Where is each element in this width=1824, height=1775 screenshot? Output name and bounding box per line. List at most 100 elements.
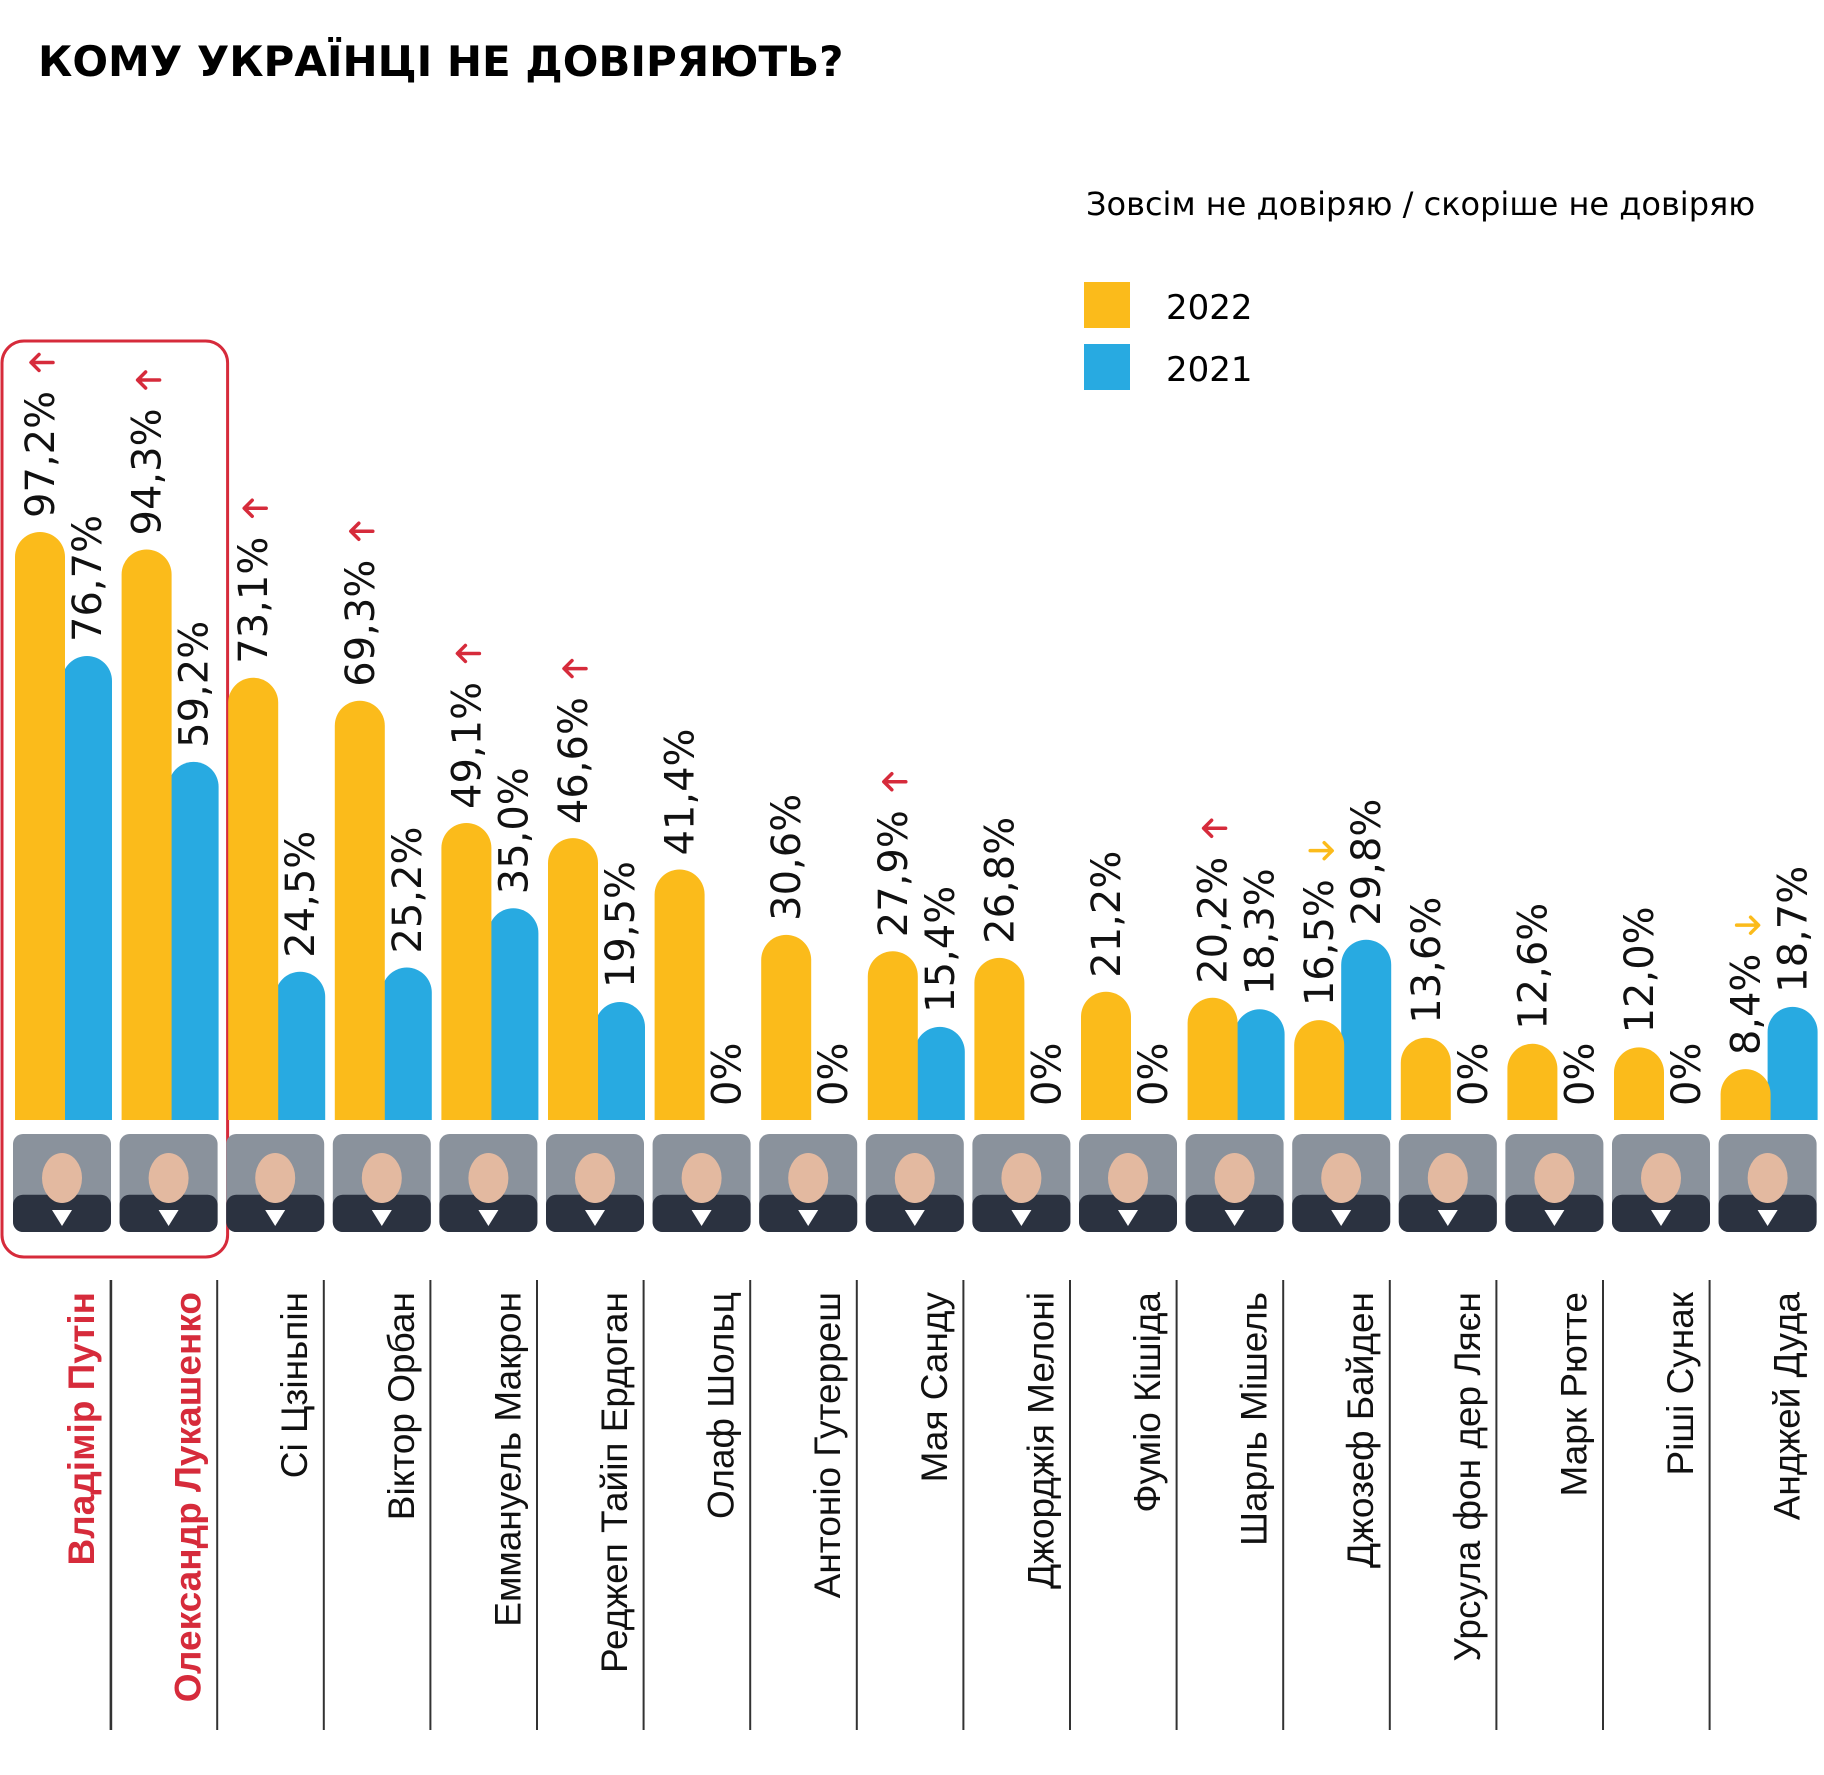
- value-label-2022: 8,4%: [1724, 954, 1770, 1056]
- kishida-portrait: [1079, 1134, 1177, 1232]
- value-label-2021: 0%: [1557, 1043, 1603, 1106]
- value-label-2022: 30,6%: [764, 794, 810, 921]
- bar-2022: [1720, 1069, 1771, 1120]
- bar-2022: [1081, 991, 1131, 1120]
- value-label-2021: 0%: [1131, 1043, 1177, 1106]
- bar-2021: [62, 655, 112, 1120]
- bar-2022: [548, 838, 598, 1120]
- trend-up-arrow-icon: [135, 370, 162, 390]
- trend-up-arrow-icon: [29, 352, 55, 373]
- scholz-portrait: [652, 1134, 751, 1232]
- bar-2021: [168, 761, 219, 1120]
- von-der-leyen-portrait: [1398, 1134, 1497, 1232]
- category-label: Джорджія Мелоні: [1020, 1292, 1061, 1589]
- value-label-2021: 0%: [1024, 1043, 1070, 1106]
- legend-swatch-2022: [1084, 282, 1130, 328]
- value-label-2021: 35,0%: [491, 767, 537, 894]
- category-label: Джозеф Байден: [1340, 1292, 1381, 1568]
- category-label: Владімір Путін: [61, 1292, 102, 1565]
- sandu-portrait: [865, 1134, 964, 1232]
- trend-right-arrow-icon: [1734, 915, 1761, 935]
- value-label-2021: 76,7%: [65, 515, 111, 642]
- value-label-2022: 16,5%: [1297, 879, 1343, 1006]
- category-label: Реджеп Тайіп Ердоган: [594, 1292, 635, 1673]
- value-label-2021: 0%: [811, 1043, 857, 1106]
- legend-title: Зовсім не довіряю / скоріше не довіряю: [1086, 185, 1755, 223]
- meloni-portrait: [972, 1134, 1071, 1232]
- value-label-2021: 18,7%: [1771, 866, 1817, 993]
- category-label: Віктор Орбан: [381, 1292, 422, 1520]
- category-label: Олаф Шольц: [701, 1292, 742, 1519]
- value-label-2022: 12,0%: [1617, 906, 1663, 1033]
- trend-up-arrow-icon: [242, 498, 268, 518]
- bar-2021: [381, 967, 432, 1120]
- bar-2022: [1294, 1020, 1345, 1120]
- bar-2022: [974, 957, 1025, 1120]
- bar-2022: [228, 677, 279, 1120]
- trend-up-arrow-icon: [562, 658, 588, 679]
- trend-up-arrow-icon: [882, 771, 908, 792]
- value-label-2021: 0%: [1664, 1043, 1710, 1106]
- bar-2021: [1767, 1006, 1818, 1120]
- bar-2022: [1614, 1047, 1664, 1120]
- michel-portrait: [1185, 1134, 1284, 1232]
- trend-up-arrow-icon: [455, 643, 482, 664]
- sunak-portrait: [1612, 1134, 1710, 1232]
- category-label: Мая Санду: [914, 1292, 955, 1483]
- category-label: Марк Рютте: [1553, 1292, 1594, 1497]
- bar-2021: [914, 1026, 965, 1120]
- value-label-2022: 97,2%: [18, 391, 64, 518]
- bar-2021: [1234, 1009, 1285, 1120]
- value-label-2022: 13,6%: [1404, 897, 1450, 1024]
- category-label: Шарль Мішель: [1234, 1292, 1275, 1546]
- bar-2021: [1341, 939, 1392, 1120]
- value-label-2021: 19,5%: [598, 861, 644, 988]
- bar-2021: [275, 971, 326, 1120]
- bar-2022: [441, 822, 492, 1120]
- xi-portrait: [226, 1134, 325, 1232]
- category-label: Антоніо Гутерреш: [807, 1292, 848, 1598]
- bar-2021: [595, 1002, 645, 1120]
- category-label: Анджей Дуда: [1767, 1292, 1808, 1521]
- trend-right-arrow-icon: [1308, 840, 1334, 861]
- value-label-2022: 94,3%: [125, 408, 171, 535]
- legend-label-2022: 2022: [1166, 288, 1253, 328]
- bar-2022: [334, 700, 385, 1120]
- value-label-2021: 25,2%: [385, 826, 431, 953]
- highlight-frame: [0, 339, 230, 1259]
- bar-2022: [15, 531, 65, 1120]
- value-label-2022: 26,8%: [977, 817, 1023, 944]
- putin-portrait: [13, 1134, 111, 1232]
- bar-2022: [1507, 1043, 1558, 1120]
- category-label: Ріші Сунак: [1660, 1291, 1701, 1475]
- lukashenko-portrait: [119, 1134, 218, 1232]
- value-label-2021: 59,2%: [172, 621, 218, 748]
- bar-2022: [1400, 1037, 1451, 1120]
- value-label-2022: 20,2%: [1191, 857, 1237, 984]
- legend-swatch-2021: [1084, 344, 1130, 390]
- trend-up-arrow-icon: [349, 521, 375, 541]
- chart-title: КОМУ УКРАЇНЦІ НЕ ДОВІРЯЮТЬ?: [38, 36, 844, 86]
- value-label-2022: 27,9%: [871, 810, 917, 937]
- value-label-2021: 0%: [705, 1043, 751, 1106]
- trend-up-arrow-icon: [1201, 818, 1228, 839]
- bar-2022: [761, 934, 812, 1120]
- category-label: Еммануель Макрон: [487, 1292, 528, 1627]
- bar-2022: [654, 869, 705, 1120]
- macron-portrait: [439, 1134, 538, 1232]
- erdogan-portrait: [546, 1134, 644, 1232]
- value-label-2021: 18,3%: [1238, 868, 1284, 995]
- category-label: Олександр Лукашенко: [168, 1292, 209, 1702]
- value-label-2022: 46,6%: [551, 697, 597, 824]
- bar-2022: [867, 951, 918, 1120]
- value-label-2021: 29,8%: [1344, 799, 1390, 926]
- value-label-2022: 49,1%: [444, 682, 490, 809]
- value-label-2022: 21,2%: [1084, 851, 1130, 978]
- biden-portrait: [1292, 1134, 1391, 1232]
- category-label: Сі Цзіньпін: [274, 1292, 315, 1478]
- rutte-portrait: [1505, 1134, 1604, 1232]
- orban-portrait: [332, 1134, 431, 1232]
- duda-portrait: [1718, 1134, 1817, 1232]
- value-label-2022: 69,3%: [338, 560, 384, 687]
